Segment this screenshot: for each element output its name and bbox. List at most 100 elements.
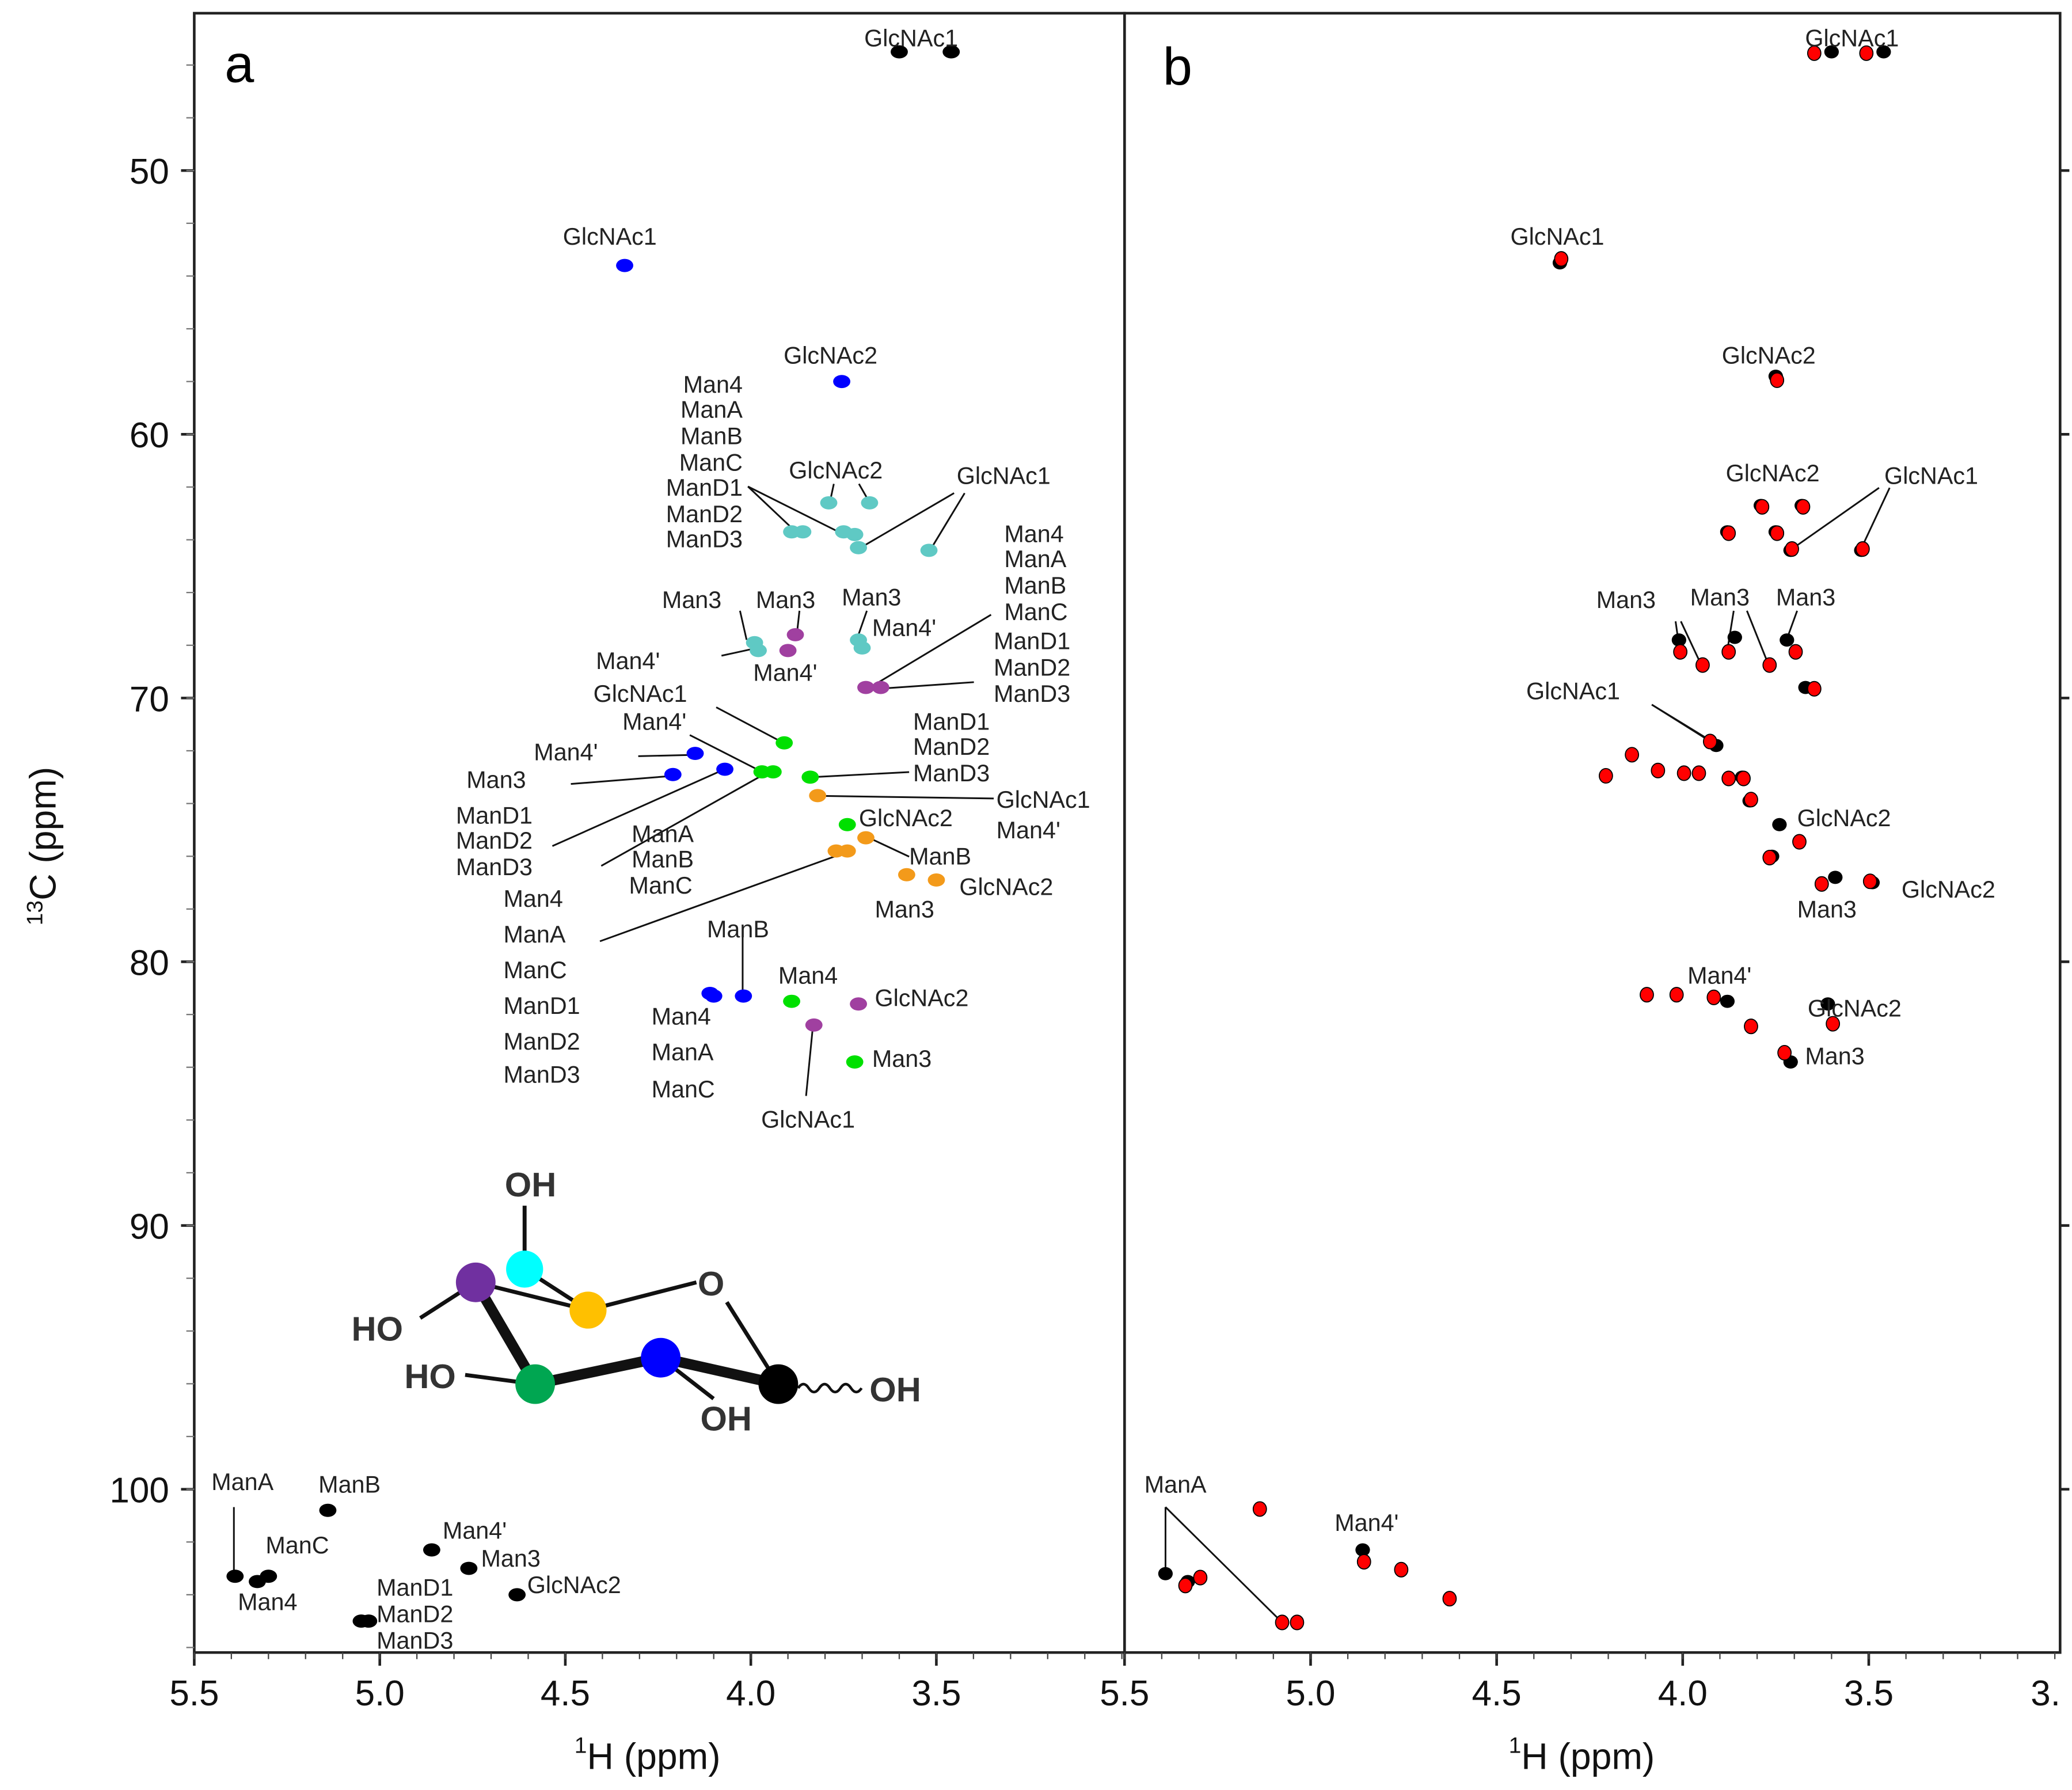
peak-b-sample <box>1762 849 1777 866</box>
mannose-ring-structure: OH HO HO O OH OH <box>352 1165 921 1438</box>
peak-a-series-5 <box>750 644 767 658</box>
peak-label-a: GlcNAc1 <box>563 223 657 250</box>
leader-line <box>872 614 992 687</box>
peak-label-b: GlcNAc1 <box>1805 25 1899 51</box>
peak-b-reference <box>1727 630 1742 644</box>
peak-b-sample <box>1770 372 1785 388</box>
peak-label-b: Man3 <box>1596 587 1656 613</box>
leader-line <box>1165 1506 1282 1622</box>
leader-line <box>1860 487 1891 550</box>
peak-label-a: Man3 <box>481 1545 540 1572</box>
peak-a-series-3 <box>805 1018 823 1032</box>
panel-a-label: a <box>225 35 254 93</box>
peak-label-a: ManA <box>1004 546 1066 572</box>
leader-line <box>716 706 784 744</box>
carbon-6-marker <box>506 1251 543 1288</box>
peak-b-sample <box>1744 792 1758 808</box>
peak-b-reference <box>1876 45 1891 59</box>
peak-label-a: ManD3 <box>456 854 533 880</box>
peak-a-series-0 <box>460 1561 478 1575</box>
peak-label-b: GlcNAc2 <box>1902 876 1995 903</box>
peak-a-series-5 <box>853 641 871 655</box>
peak-label-a: ManD2 <box>456 827 533 854</box>
plot-frames <box>193 12 2062 1654</box>
peak-a-series-5 <box>794 525 812 539</box>
peak-a-series-5 <box>920 544 938 557</box>
peak-label-a: Man4 <box>1004 520 1063 547</box>
peak-label-a: Man4' <box>596 648 660 674</box>
y-tick-label: 70 <box>130 679 169 719</box>
leader-line <box>599 849 853 942</box>
peak-label-a: ManC <box>265 1532 329 1559</box>
x-tick-label-a: 3.5 <box>911 1674 961 1713</box>
peak-label-a: ManB <box>909 843 971 870</box>
peak-label-a: GlcNAc2 <box>959 873 1053 900</box>
peak-label-a: Man4' <box>443 1518 507 1544</box>
peaks <box>226 45 1891 1631</box>
peak-a-series-0 <box>226 1569 244 1583</box>
peak-b-sample <box>1394 1561 1409 1578</box>
peak-label-a: ManC <box>679 449 743 476</box>
peak-a-series-5 <box>850 541 868 554</box>
peak-label-b: GlcNAc1 <box>1526 678 1620 705</box>
peak-label-b: GlcNAc2 <box>1797 805 1891 831</box>
peak-label-a: ManD1 <box>456 803 533 829</box>
leader-line <box>689 734 761 772</box>
x-tick-label-b: 4.0 <box>1658 1674 1708 1713</box>
peak-label-a: ManA <box>211 1469 273 1495</box>
peak-label-a: GlcNAc1 <box>957 462 1051 489</box>
peak-a-series-1 <box>664 767 682 781</box>
peak-label-a: GlcNAc1 <box>997 786 1090 813</box>
carbon-5-marker <box>569 1291 607 1329</box>
peak-label-a: ManC <box>504 957 567 983</box>
peak-b-reference <box>1720 994 1735 1008</box>
peak-a-series-1 <box>833 375 851 389</box>
peak-b-sample <box>1178 1578 1193 1594</box>
peak-b-sample <box>1554 251 1569 267</box>
peak-label-a: ManD3 <box>913 760 990 786</box>
leader-line <box>552 769 725 847</box>
peak-label-a: Man4' <box>534 739 598 765</box>
peak-b-sample <box>1807 681 1822 697</box>
peak-a-series-3 <box>850 997 868 1011</box>
peak-b-sample <box>1796 499 1811 515</box>
peak-a-series-0 <box>423 1543 440 1557</box>
peak-label-a: GlcNAc2 <box>784 342 877 368</box>
x-tick-label-b: 4.5 <box>1472 1674 1522 1713</box>
peak-a-series-4 <box>927 873 945 887</box>
peak-a-series-4 <box>857 831 875 845</box>
y-axis-superscript: 13 <box>22 900 47 925</box>
peak-label-a: ManD2 <box>994 654 1070 681</box>
x-axis-title-a: 1H (ppm) <box>575 1734 721 1777</box>
leader-line <box>808 771 910 778</box>
peak-label-a: Man4 <box>238 1589 297 1616</box>
peak-b-sample <box>1695 657 1710 673</box>
leader-line <box>805 1028 814 1096</box>
x-axis-superscript-a: 1 <box>575 1734 587 1758</box>
peak-b-sample <box>1275 1614 1290 1631</box>
peak-b-reference <box>1780 633 1795 647</box>
peak-label-a: ManC <box>652 1076 715 1103</box>
peak-b-sample <box>1736 770 1751 786</box>
peak-label-a: ManD1 <box>504 993 580 1019</box>
peak-label-a: ManD1 <box>913 708 990 735</box>
peak-a-series-0 <box>319 1503 337 1517</box>
peak-label-b: GlcNAc2 <box>1808 995 1902 1022</box>
peak-label-a: ManB <box>680 423 743 450</box>
peak-label-a: GlcNAc1 <box>594 681 687 707</box>
peak-b-reference <box>1671 633 1686 647</box>
x-axis-title-b: 1H (ppm) <box>1509 1734 1655 1777</box>
peak-label-a: ManD2 <box>504 1028 580 1055</box>
peak-a-series-5 <box>846 527 864 541</box>
y-tick-label: 50 <box>130 152 169 192</box>
peak-label-a: ManB <box>707 916 769 942</box>
leader-line <box>866 836 910 858</box>
peak-label-b: Man4' <box>1687 962 1751 989</box>
peak-b-reference <box>1355 1543 1370 1557</box>
peak-b-sample <box>1673 644 1688 660</box>
peak-a-series-3 <box>786 628 804 641</box>
peak-a-series-2 <box>783 994 800 1008</box>
peak-a-series-3 <box>779 644 797 658</box>
peak-label-b: Man3 <box>1776 584 1835 611</box>
